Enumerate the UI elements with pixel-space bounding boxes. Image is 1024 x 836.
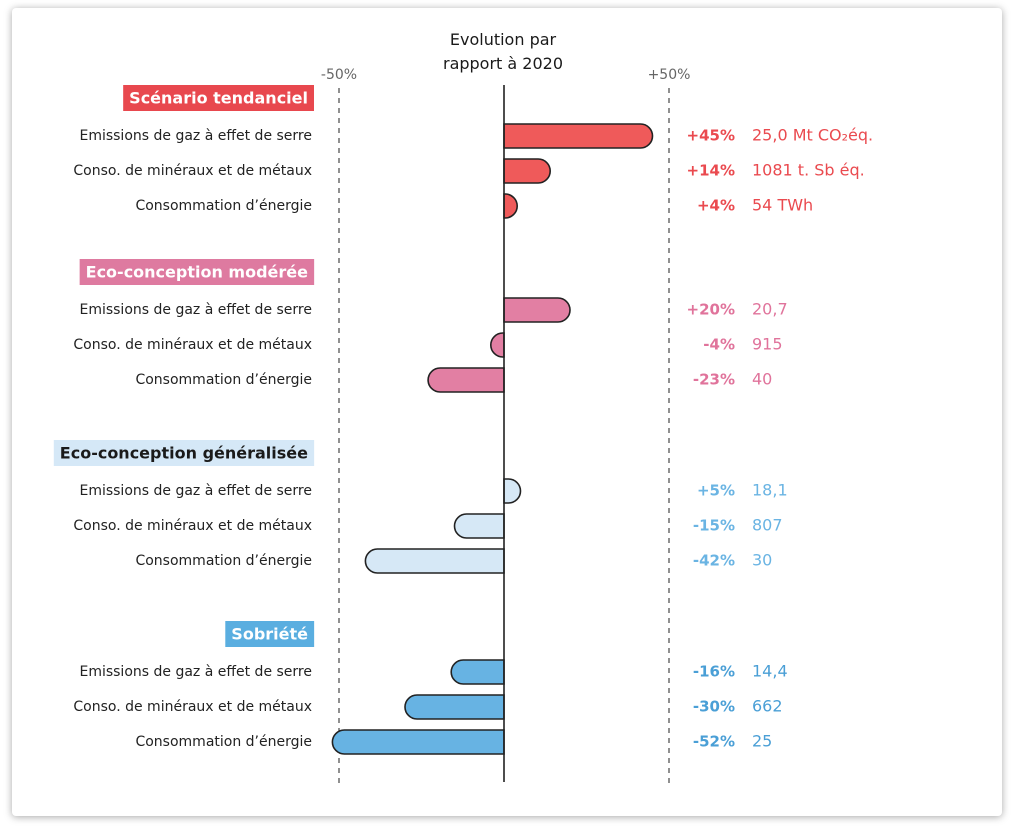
group-header: Eco-conception modérée xyxy=(86,263,309,282)
amount-label: 54 TWh xyxy=(752,196,813,215)
value-label: -15% xyxy=(693,517,735,535)
amount-label: 30 xyxy=(752,551,772,570)
amount-label: 18,1 xyxy=(752,481,788,500)
value-label: -42% xyxy=(693,552,735,570)
category-label: Consommation d’énergie xyxy=(135,734,312,750)
group-header-bg xyxy=(123,85,314,111)
bar xyxy=(364,548,505,574)
x-tick-label: -50% xyxy=(321,67,357,83)
amount-label: 25 xyxy=(752,732,772,751)
value-label: -23% xyxy=(693,371,735,389)
category-label: Emissions de gaz à effet de serre xyxy=(79,664,312,680)
bar xyxy=(427,367,505,393)
value-label: +20% xyxy=(687,301,735,319)
category-label: Conso. de minéraux et de métaux xyxy=(73,699,312,715)
category-label: Emissions de gaz à effet de serre xyxy=(79,302,312,318)
group-header-bg xyxy=(225,621,315,647)
value-label: +45% xyxy=(687,127,735,145)
value-label: -52% xyxy=(693,733,735,751)
category-label: Conso. de minéraux et de métaux xyxy=(73,518,312,534)
category-label: Conso. de minéraux et de métaux xyxy=(73,163,312,179)
bar xyxy=(503,158,551,184)
group-header: Scénario tendanciel xyxy=(129,89,308,108)
amount-label: 662 xyxy=(752,697,783,716)
bar xyxy=(503,123,654,149)
x-tick-label: +50% xyxy=(648,67,691,83)
category-label: Emissions de gaz à effet de serre xyxy=(79,483,312,499)
bar xyxy=(503,478,522,504)
amount-label: 14,4 xyxy=(752,662,788,681)
category-label: Consommation d’énergie xyxy=(135,553,312,569)
group-header-bg xyxy=(53,440,315,466)
amount-label: 20,7 xyxy=(752,300,788,319)
group-header-bg xyxy=(79,259,315,285)
category-label: Consommation d’énergie xyxy=(135,372,312,388)
group-header: Eco-conception généralisée xyxy=(60,444,308,463)
value-label: +5% xyxy=(697,482,735,500)
value-label: -4% xyxy=(703,336,735,354)
bar xyxy=(503,297,571,323)
value-label: +4% xyxy=(697,197,735,215)
category-label: Conso. de minéraux et de métaux xyxy=(73,337,312,353)
amount-label: 915 xyxy=(752,335,783,354)
amount-label: 40 xyxy=(752,370,772,389)
bar xyxy=(503,193,518,219)
value-label: +14% xyxy=(687,162,735,180)
value-label: -30% xyxy=(693,698,735,716)
amount-label: 807 xyxy=(752,516,783,535)
category-label: Consommation d’énergie xyxy=(135,198,312,214)
bar xyxy=(331,729,505,755)
group-header: Sobriété xyxy=(231,625,308,644)
bar xyxy=(453,513,505,539)
chart-title: Evolution par rapport à 2020 xyxy=(442,30,564,73)
value-label: -16% xyxy=(693,663,735,681)
amount-label: 1081 t. Sb éq. xyxy=(752,161,865,180)
category-label: Emissions de gaz à effet de serre xyxy=(79,128,312,144)
bar xyxy=(490,332,505,358)
amount-label: 25,0 Mt CO₂éq. xyxy=(752,126,873,145)
bar xyxy=(450,659,505,685)
bar xyxy=(404,694,505,720)
